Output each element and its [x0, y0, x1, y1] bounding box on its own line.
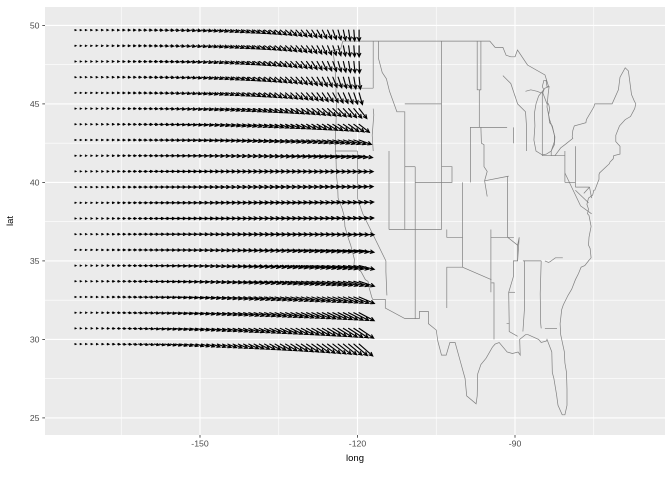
- svg-text:35: 35: [30, 256, 40, 266]
- svg-text:long: long: [346, 453, 364, 464]
- svg-text:30: 30: [30, 334, 40, 344]
- svg-text:lat: lat: [5, 216, 16, 226]
- svg-text:25: 25: [30, 413, 40, 423]
- svg-text:-90: -90: [509, 439, 522, 449]
- svg-text:-150: -150: [191, 439, 209, 449]
- svg-text:45: 45: [30, 99, 40, 109]
- svg-text:50: 50: [30, 20, 40, 30]
- svg-text:40: 40: [30, 177, 40, 187]
- svg-text:-120: -120: [349, 439, 367, 449]
